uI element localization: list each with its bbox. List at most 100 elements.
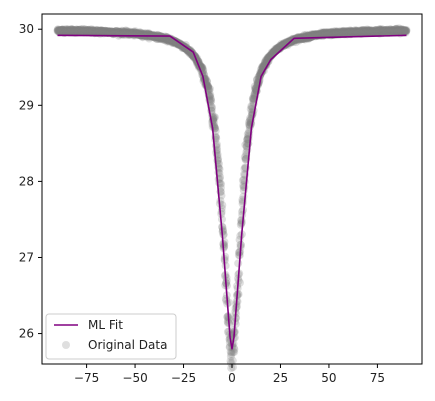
data-point — [72, 27, 81, 36]
data-point — [110, 28, 119, 37]
data-point — [75, 27, 84, 36]
data-point — [319, 29, 328, 38]
y-tick-label: 26 — [19, 327, 34, 341]
data-point — [297, 33, 306, 42]
data-point — [395, 26, 404, 35]
data-point — [368, 27, 377, 36]
data-point — [367, 26, 376, 35]
data-point — [385, 28, 394, 37]
data-point — [214, 159, 223, 168]
data-point — [385, 28, 394, 37]
data-point — [346, 27, 355, 36]
data-point — [314, 29, 323, 38]
data-point — [74, 26, 83, 35]
data-point — [342, 28, 351, 37]
data-point — [243, 130, 252, 139]
data-point — [234, 290, 243, 299]
data-point — [390, 27, 399, 36]
data-point — [88, 26, 97, 35]
data-point — [160, 36, 169, 45]
data-point — [314, 30, 323, 39]
data-point — [346, 27, 355, 36]
data-point — [131, 27, 140, 36]
data-point — [302, 30, 311, 39]
data-point — [133, 30, 142, 39]
data-point — [55, 26, 64, 35]
data-point — [324, 28, 333, 37]
data-point — [368, 26, 377, 35]
data-point — [131, 28, 140, 37]
data-point — [345, 28, 354, 37]
data-point — [73, 26, 82, 35]
data-point — [348, 27, 357, 36]
data-point — [114, 28, 123, 37]
data-point — [321, 27, 330, 36]
data-point — [238, 176, 247, 185]
data-point — [388, 27, 396, 36]
data-point — [367, 28, 376, 37]
data-point — [365, 28, 374, 37]
data-point — [79, 26, 88, 35]
data-point — [396, 25, 405, 34]
data-point — [169, 36, 178, 45]
data-point — [62, 25, 71, 34]
data-point — [372, 28, 381, 37]
data-point — [133, 30, 142, 39]
data-point — [301, 33, 310, 42]
data-point — [394, 26, 403, 35]
data-point — [154, 32, 163, 41]
data-point — [372, 27, 381, 36]
data-point — [182, 45, 191, 54]
data-point — [344, 28, 353, 37]
data-point — [66, 27, 75, 36]
data-point — [123, 28, 132, 37]
data-point — [400, 26, 409, 35]
data-point — [383, 25, 392, 34]
data-point — [60, 25, 69, 34]
data-point — [369, 27, 378, 36]
data-point — [340, 27, 349, 36]
data-point — [161, 36, 170, 45]
data-point — [360, 25, 369, 34]
data-point — [381, 27, 390, 35]
data-point — [114, 27, 123, 36]
data-point — [353, 27, 362, 36]
data-point — [336, 29, 345, 38]
data-point — [317, 30, 326, 39]
data-point — [300, 33, 309, 42]
data-point — [311, 30, 320, 39]
data-point — [359, 27, 368, 36]
data-point — [85, 26, 94, 35]
data-point — [339, 30, 348, 39]
data-point — [308, 32, 317, 41]
data-point — [80, 27, 89, 36]
data-point — [336, 28, 345, 37]
data-point — [341, 27, 350, 36]
data-point — [81, 27, 90, 36]
data-point — [74, 28, 83, 37]
data-point — [105, 27, 114, 36]
data-point — [401, 28, 410, 37]
data-point — [318, 30, 327, 39]
data-point — [330, 30, 339, 39]
data-point — [121, 28, 130, 37]
data-point — [66, 27, 75, 36]
data-point — [331, 30, 340, 39]
data-point — [379, 26, 388, 35]
data-point — [379, 27, 388, 36]
data-point — [369, 27, 378, 36]
data-point — [74, 25, 83, 34]
data-point — [341, 30, 350, 38]
data-point — [73, 26, 82, 35]
data-point — [263, 54, 272, 63]
data-point — [321, 29, 330, 38]
data-point — [359, 27, 368, 36]
data-point — [206, 90, 215, 99]
data-point — [227, 349, 236, 358]
data-point — [109, 27, 118, 36]
data-point — [333, 28, 342, 37]
data-point — [400, 26, 409, 35]
data-point — [384, 27, 393, 36]
data-point — [320, 29, 329, 38]
data-point — [103, 28, 112, 37]
